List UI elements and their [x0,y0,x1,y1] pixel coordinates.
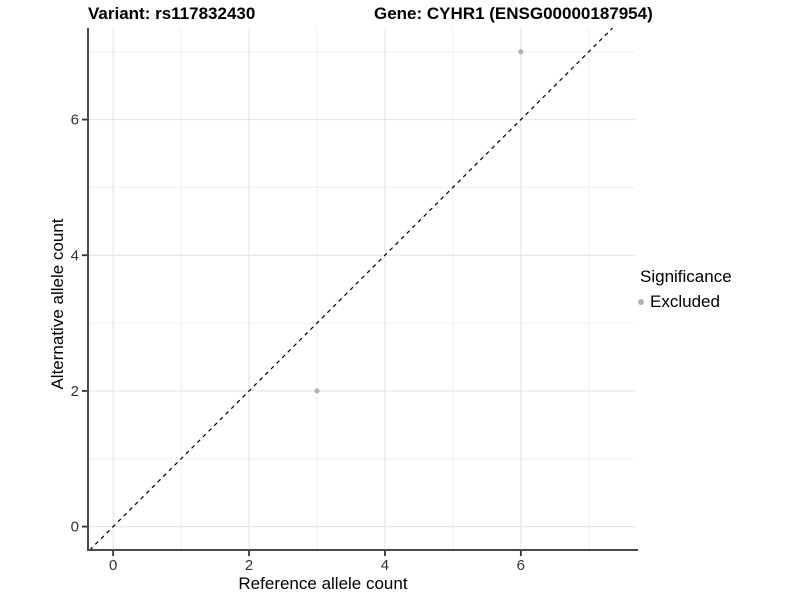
legend-title: Significance [640,267,732,286]
legend-point-icon [638,299,644,305]
x-axis-title: Reference allele count [238,574,408,593]
x-tick-label: 4 [381,557,389,574]
y-tick-label: 4 [71,247,79,264]
y-tick-label: 2 [71,383,79,400]
legend: Significance Excluded [634,267,732,312]
gene-title: Gene: CYHR1 (ENSG00000187954) [374,4,653,23]
data-point [518,49,524,55]
x-tick-label: 0 [109,557,117,574]
data-point [314,388,320,394]
x-tick-label: 2 [245,557,253,574]
identity-line [89,27,614,551]
x-tick-label: 6 [517,557,525,574]
y-tick-label: 0 [71,519,79,536]
legend-item-label: Excluded [650,292,720,311]
y-tick-label: 6 [71,112,79,129]
y-axis-title: Alternative allele count [48,218,67,390]
variant-title: Variant: rs117832430 [88,4,256,23]
legend-item-excluded: Excluded [638,292,732,312]
